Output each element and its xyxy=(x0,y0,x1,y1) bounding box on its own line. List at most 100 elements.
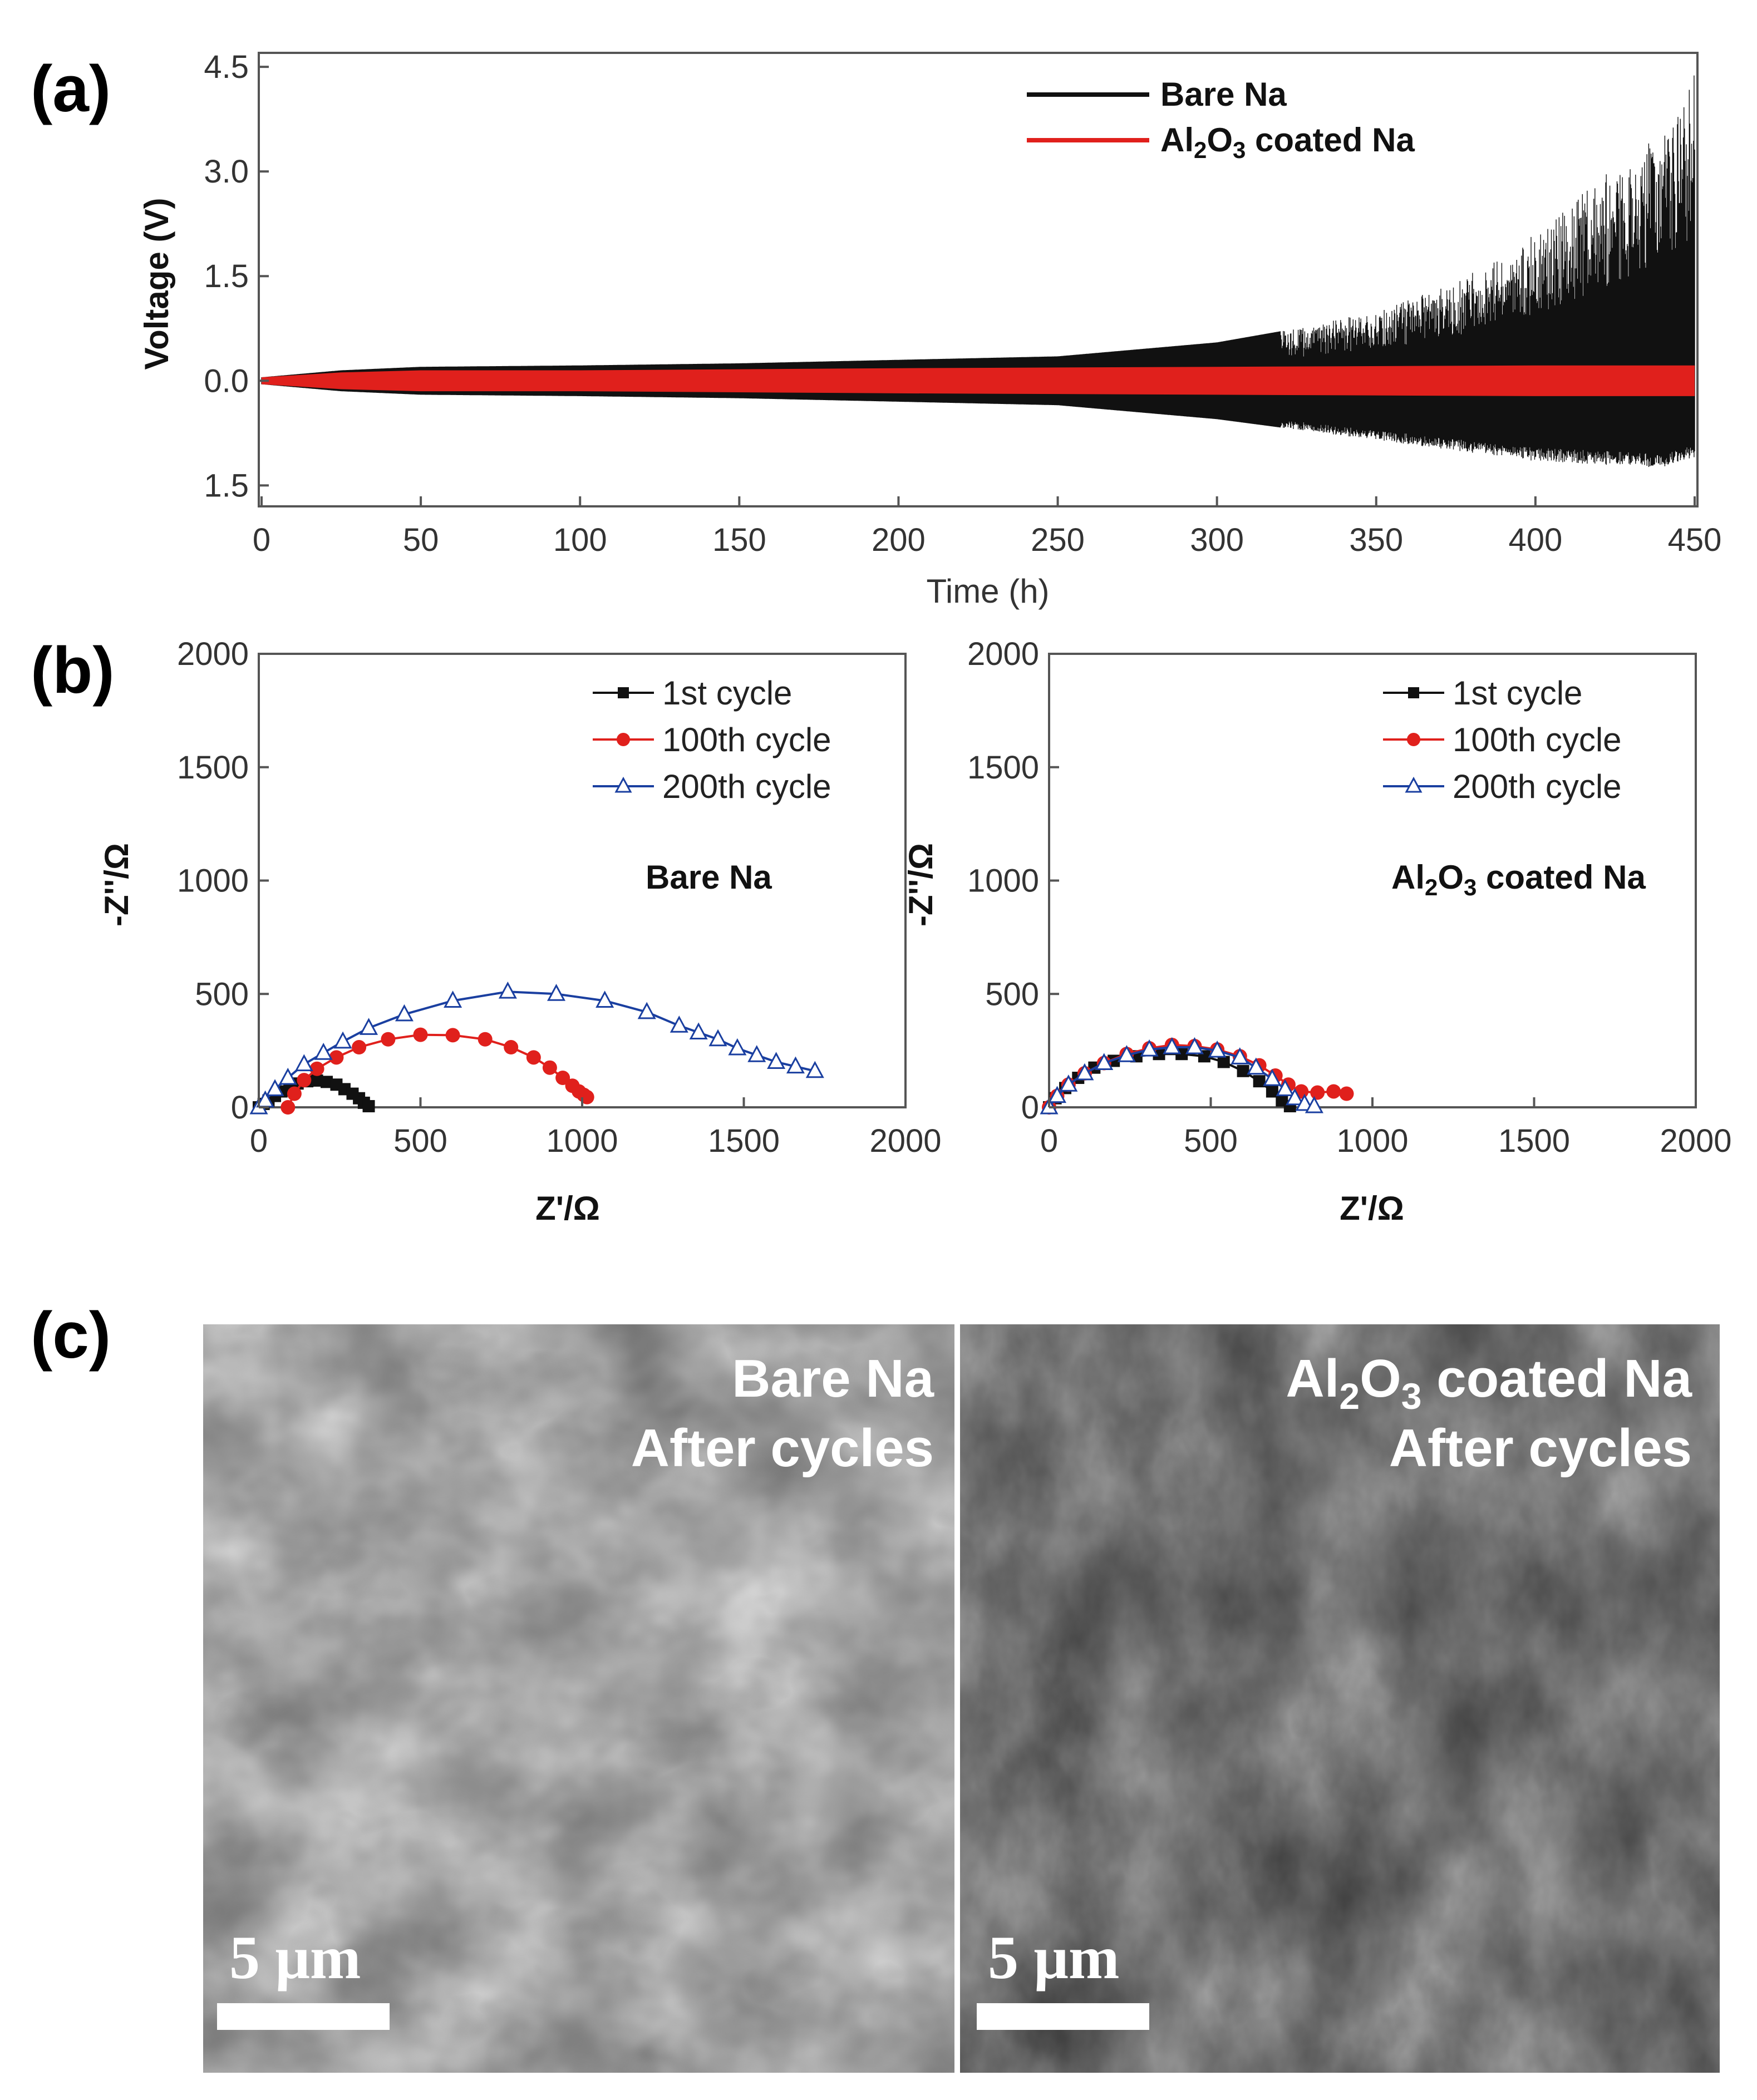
series-200th-cycle-point xyxy=(1048,1086,1067,1103)
series-100th-cycle-point xyxy=(579,1090,594,1105)
series-200th-cycle-point xyxy=(786,1056,805,1074)
y-tick-label: 1000 xyxy=(967,863,1039,899)
x-tick-label: 2000 xyxy=(869,1123,941,1159)
eis-bare-annotation: Bare Na xyxy=(646,859,772,896)
eis-coated-annotation: Al2O3 coated Na xyxy=(1391,859,1646,900)
series-200th-cycle-legend-label: 200th cycle xyxy=(1453,768,1622,805)
series-1st-cycle-point xyxy=(1266,1085,1278,1098)
voltage-x-axis-label: Time (h) xyxy=(926,573,1049,610)
panel-a-label: (a) xyxy=(31,52,111,126)
series-1st-cycle-point xyxy=(362,1100,375,1112)
eis-bare-x-label: Z'/Ω xyxy=(535,1190,600,1227)
x-tick-label: 0 xyxy=(250,1123,268,1159)
series-100th-cycle-point xyxy=(478,1032,493,1047)
series-100th-cycle-point xyxy=(309,1061,324,1076)
sem-coated-subtitle: After cycles xyxy=(1389,1418,1692,1478)
series-200th-cycle-point xyxy=(1075,1063,1094,1081)
legend-bare-label: Bare Na xyxy=(1160,76,1287,113)
x-tick-label: 50 xyxy=(403,522,439,558)
voltage-legend: Bare Na Al2O3 coated Na xyxy=(1027,76,1415,163)
sem-coated-scale-label: 5 μm xyxy=(988,1924,1120,1991)
eis-coated-y-label: -Z''/Ω xyxy=(902,843,939,926)
series-coated-na-trace xyxy=(262,365,1695,396)
sem-bare-scale-bar xyxy=(217,2003,390,2030)
series-200th-cycle-legend-label: 200th cycle xyxy=(662,768,831,805)
eis-coated-legend: 1st cycle 100th cycle 200th cycle xyxy=(1383,674,1622,805)
voltage-y-axis-label: Voltage (V) xyxy=(138,198,175,370)
x-tick-label: 0 xyxy=(253,522,270,558)
series-200th-cycle-point xyxy=(670,1016,688,1033)
series-200th-cycle-point xyxy=(637,1002,656,1019)
panel-b-label: (b) xyxy=(31,634,115,707)
y-tick-label: 2000 xyxy=(967,636,1039,672)
sem-divider xyxy=(954,1324,960,2073)
series-200th-cycle-point xyxy=(278,1067,297,1085)
sem-coated-texture xyxy=(960,1324,1720,2073)
series-100th-cycle-point xyxy=(504,1040,519,1055)
x-tick-label: 2000 xyxy=(1660,1123,1731,1159)
y-tick-label: 1.5 xyxy=(204,258,249,294)
sem-bare-image: Bare Na After cycles 5 μm xyxy=(203,1324,954,2073)
voltage-chart: 0 50 100 150 200 250 300 350 400 450 4.5 3.0 1.5 0.0 1… xyxy=(138,49,1721,610)
x-tick-label: 450 xyxy=(1668,522,1722,558)
y-tick-label: 1000 xyxy=(177,863,249,899)
x-tick-label: 1000 xyxy=(1336,1123,1408,1159)
x-tick-label: 350 xyxy=(1349,522,1403,558)
series-200th-cycle-legend-marker xyxy=(614,776,632,793)
series-200th-cycle-point xyxy=(1247,1057,1266,1075)
x-tick-label: 0 xyxy=(1040,1123,1058,1159)
series-200th-cycle-legend-marker xyxy=(1405,776,1423,793)
series-200th-cycle-point xyxy=(498,982,517,999)
series-200th-cycle-point xyxy=(1208,1040,1227,1058)
series-200th-cycle-point xyxy=(333,1031,352,1049)
series-100th-cycle-legend-label: 100th cycle xyxy=(662,721,831,758)
x-tick-label: 1000 xyxy=(546,1123,618,1159)
series-200th-cycle-point xyxy=(395,1004,414,1022)
y-tick-label: 1500 xyxy=(177,750,249,786)
x-tick-label: 1500 xyxy=(708,1123,780,1159)
series-200th-cycle-point xyxy=(728,1038,747,1056)
series-100th-cycle-point xyxy=(1310,1085,1325,1100)
series-1st-cycle-legend-label: 1st cycle xyxy=(1453,674,1582,712)
series-200th-cycle-point xyxy=(265,1079,284,1096)
x-tick-label: 400 xyxy=(1508,522,1562,558)
series-200th-cycle-point xyxy=(1117,1045,1136,1062)
series-1st-cycle-point xyxy=(1217,1056,1230,1068)
series-100th-cycle-point xyxy=(555,1071,570,1086)
series-200th-cycle-point xyxy=(1163,1037,1182,1054)
voltage-plot-frame xyxy=(258,52,1699,507)
series-100th-cycle-point xyxy=(1339,1086,1354,1101)
series-200th-cycle-point xyxy=(805,1061,824,1078)
series-1st-cycle-point xyxy=(1253,1075,1266,1088)
series-100th-cycle-point xyxy=(542,1060,557,1075)
series-200th-cycle-point xyxy=(1305,1096,1323,1113)
eis-bare-chart: 0 500 1000 1500 2000 0 500 1000 1500 2000 Z'/Ω -Z… xyxy=(98,636,942,1227)
eis-bare-legend: 1st cycle 100th cycle 200th cycle xyxy=(593,674,831,805)
series-1st-cycle-legend-label: 1st cycle xyxy=(662,674,792,712)
y-tick-label: 3.0 xyxy=(204,154,249,190)
x-tick-label: 200 xyxy=(872,522,926,558)
y-tick-label: 0.0 xyxy=(204,363,249,399)
eis-coated-chart: 0 500 1000 1500 2000 0 500 1000 1500 2000 Z'/Ω -Z… xyxy=(902,636,1732,1227)
y-tick-label: 1.5 xyxy=(204,467,249,504)
x-tick-label: 300 xyxy=(1190,522,1244,558)
series-100th-cycle-legend-label: 100th cycle xyxy=(1453,721,1622,758)
x-tick-label: 500 xyxy=(393,1123,447,1159)
x-tick-label: 250 xyxy=(1031,522,1085,558)
y-tick-label: 0 xyxy=(231,1090,249,1126)
series-100th-cycle-line xyxy=(287,1033,588,1108)
y-tick-label: 2000 xyxy=(177,636,249,672)
series-1st-cycle-legend-marker xyxy=(1408,687,1419,698)
y-tick-label: 0 xyxy=(1021,1090,1039,1126)
series-200th-cycle-point xyxy=(708,1029,727,1047)
series-bare-na-trace xyxy=(261,75,1695,467)
sem-bare-texture xyxy=(203,1324,954,2073)
series-200th-cycle-point xyxy=(360,1018,378,1035)
sem-bare-title: Bare Na xyxy=(732,1349,934,1408)
series-200th-cycle-point xyxy=(314,1043,333,1060)
series-200th-cycle-point xyxy=(294,1054,313,1072)
sem-coated-image: Al2O3 coated Na After cycles 5 μm xyxy=(960,1324,1720,2073)
x-tick-label: 1500 xyxy=(1498,1123,1570,1159)
series-100th-cycle-point xyxy=(280,1100,296,1115)
series-200th-cycle-point xyxy=(1263,1068,1282,1086)
